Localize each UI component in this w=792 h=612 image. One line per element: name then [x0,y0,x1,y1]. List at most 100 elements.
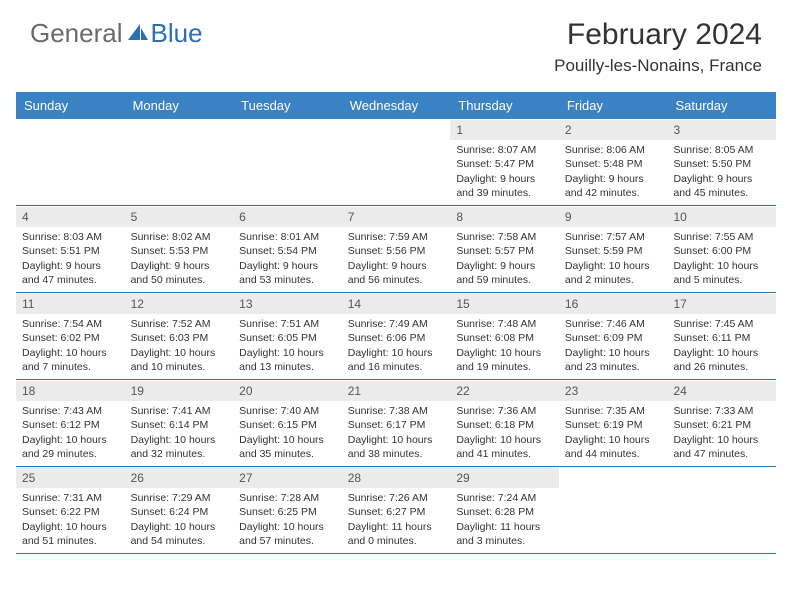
daylight-text: Daylight: 10 hours and 16 minutes. [348,346,445,374]
day-body: Sunrise: 7:36 AMSunset: 6:18 PMDaylight:… [450,401,559,466]
sunrise-text: Sunrise: 8:02 AM [131,230,228,244]
sunset-text: Sunset: 5:54 PM [239,244,336,258]
daylight-text: Daylight: 10 hours and 32 minutes. [131,433,228,461]
sunrise-text: Sunrise: 7:54 AM [22,317,119,331]
day-body: Sunrise: 7:54 AMSunset: 6:02 PMDaylight:… [16,314,125,379]
daylight-text: Daylight: 9 hours and 53 minutes. [239,259,336,287]
daylight-text: Daylight: 10 hours and 13 minutes. [239,346,336,374]
day-cell [233,119,342,205]
sunset-text: Sunset: 5:48 PM [565,157,662,171]
day-number: 25 [16,467,125,488]
daylight-text: Daylight: 9 hours and 39 minutes. [456,172,553,200]
day-number: 9 [559,206,668,227]
day-number: 4 [16,206,125,227]
day-cell: 2Sunrise: 8:06 AMSunset: 5:48 PMDaylight… [559,119,668,205]
daylight-text: Daylight: 10 hours and 23 minutes. [565,346,662,374]
day-number: 19 [125,380,234,401]
day-number: 17 [667,293,776,314]
daylight-text: Daylight: 10 hours and 26 minutes. [673,346,770,374]
day-body: Sunrise: 7:24 AMSunset: 6:28 PMDaylight:… [450,488,559,553]
day-number: 2 [559,119,668,140]
sunset-text: Sunset: 6:00 PM [673,244,770,258]
sunset-text: Sunset: 6:03 PM [131,331,228,345]
sunset-text: Sunset: 5:53 PM [131,244,228,258]
day-body: Sunrise: 7:57 AMSunset: 5:59 PMDaylight:… [559,227,668,292]
week-row: 1Sunrise: 8:07 AMSunset: 5:47 PMDaylight… [16,119,776,206]
sunset-text: Sunset: 6:14 PM [131,418,228,432]
day-body: Sunrise: 8:01 AMSunset: 5:54 PMDaylight:… [233,227,342,292]
header: General Blue February 2024 Pouilly-les-N… [0,0,792,84]
week-row: 4Sunrise: 8:03 AMSunset: 5:51 PMDaylight… [16,206,776,293]
day-body: Sunrise: 8:03 AMSunset: 5:51 PMDaylight:… [16,227,125,292]
day-cell: 15Sunrise: 7:48 AMSunset: 6:08 PMDayligh… [450,293,559,379]
day-header-cell: Sunday [16,92,125,119]
sunrise-text: Sunrise: 7:48 AM [456,317,553,331]
day-body: Sunrise: 7:31 AMSunset: 6:22 PMDaylight:… [16,488,125,553]
day-cell: 12Sunrise: 7:52 AMSunset: 6:03 PMDayligh… [125,293,234,379]
sunrise-text: Sunrise: 7:35 AM [565,404,662,418]
sunset-text: Sunset: 5:59 PM [565,244,662,258]
daylight-text: Daylight: 11 hours and 0 minutes. [348,520,445,548]
sunrise-text: Sunrise: 7:40 AM [239,404,336,418]
sunset-text: Sunset: 6:28 PM [456,505,553,519]
day-number: 18 [16,380,125,401]
day-number: 23 [559,380,668,401]
sunrise-text: Sunrise: 7:49 AM [348,317,445,331]
sunrise-text: Sunrise: 8:07 AM [456,143,553,157]
calendar: SundayMondayTuesdayWednesdayThursdayFrid… [16,92,776,554]
day-cell: 18Sunrise: 7:43 AMSunset: 6:12 PMDayligh… [16,380,125,466]
day-number: 7 [342,206,451,227]
sunrise-text: Sunrise: 7:46 AM [565,317,662,331]
day-number: 24 [667,380,776,401]
sunrise-text: Sunrise: 7:31 AM [22,491,119,505]
sunrise-text: Sunrise: 7:41 AM [131,404,228,418]
day-number: 12 [125,293,234,314]
day-cell: 16Sunrise: 7:46 AMSunset: 6:09 PMDayligh… [559,293,668,379]
daylight-text: Daylight: 9 hours and 42 minutes. [565,172,662,200]
daylight-text: Daylight: 10 hours and 5 minutes. [673,259,770,287]
day-body: Sunrise: 7:51 AMSunset: 6:05 PMDaylight:… [233,314,342,379]
day-body: Sunrise: 7:26 AMSunset: 6:27 PMDaylight:… [342,488,451,553]
day-number: 22 [450,380,559,401]
daylight-text: Daylight: 10 hours and 44 minutes. [565,433,662,461]
day-cell: 9Sunrise: 7:57 AMSunset: 5:59 PMDaylight… [559,206,668,292]
sunset-text: Sunset: 5:57 PM [456,244,553,258]
sunrise-text: Sunrise: 8:05 AM [673,143,770,157]
daylight-text: Daylight: 10 hours and 57 minutes. [239,520,336,548]
sunset-text: Sunset: 6:06 PM [348,331,445,345]
day-cell: 8Sunrise: 7:58 AMSunset: 5:57 PMDaylight… [450,206,559,292]
day-cell: 19 Sunrise: 7:41 AMSunset: 6:14 PMDayligh… [125,380,234,466]
day-cell [16,119,125,205]
day-header-cell: Saturday [667,92,776,119]
sunset-text: Sunset: 6:24 PM [131,505,228,519]
logo-text-blue: Blue [151,18,203,49]
day-number: 5 [125,206,234,227]
sunset-text: Sunset: 5:50 PM [673,157,770,171]
day-number: 26 [125,467,234,488]
sunrise-text: Sunrise: 7:55 AM [673,230,770,244]
day-number: 29 [450,467,559,488]
daylight-text: Daylight: 10 hours and 51 minutes. [22,520,119,548]
month-title: February 2024 [554,18,762,52]
day-cell: 7Sunrise: 7:59 AMSunset: 5:56 PMDaylight… [342,206,451,292]
sunset-text: Sunset: 6:21 PM [673,418,770,432]
sunrise-text: Sunrise: 7:58 AM [456,230,553,244]
daylight-text: Daylight: 10 hours and 19 minutes. [456,346,553,374]
sunset-text: Sunset: 6:22 PM [22,505,119,519]
day-cell: 29Sunrise: 7:24 AMSunset: 6:28 PMDayligh… [450,467,559,553]
sunrise-text: Sunrise: 7:52 AM [131,317,228,331]
day-body: Sunrise: 7:43 AMSunset: 6:12 PMDaylight:… [16,401,125,466]
daylight-text: Daylight: 9 hours and 56 minutes. [348,259,445,287]
day-cell [342,119,451,205]
location: Pouilly-les-Nonains, France [554,56,762,76]
day-number: 10 [667,206,776,227]
sunset-text: Sunset: 6:09 PM [565,331,662,345]
day-body: Sunrise: 7:55 AMSunset: 6:00 PMDaylight:… [667,227,776,292]
day-number: 6 [233,206,342,227]
day-body: Sunrise: 7:33 AMSunset: 6:21 PMDaylight:… [667,401,776,466]
day-cell: 23Sunrise: 7:35 AMSunset: 6:19 PMDayligh… [559,380,668,466]
sunset-text: Sunset: 6:12 PM [22,418,119,432]
day-header-cell: Monday [125,92,234,119]
day-cell: 11Sunrise: 7:54 AMSunset: 6:02 PMDayligh… [16,293,125,379]
day-body: Sunrise: 7:28 AMSunset: 6:25 PMDaylight:… [233,488,342,553]
